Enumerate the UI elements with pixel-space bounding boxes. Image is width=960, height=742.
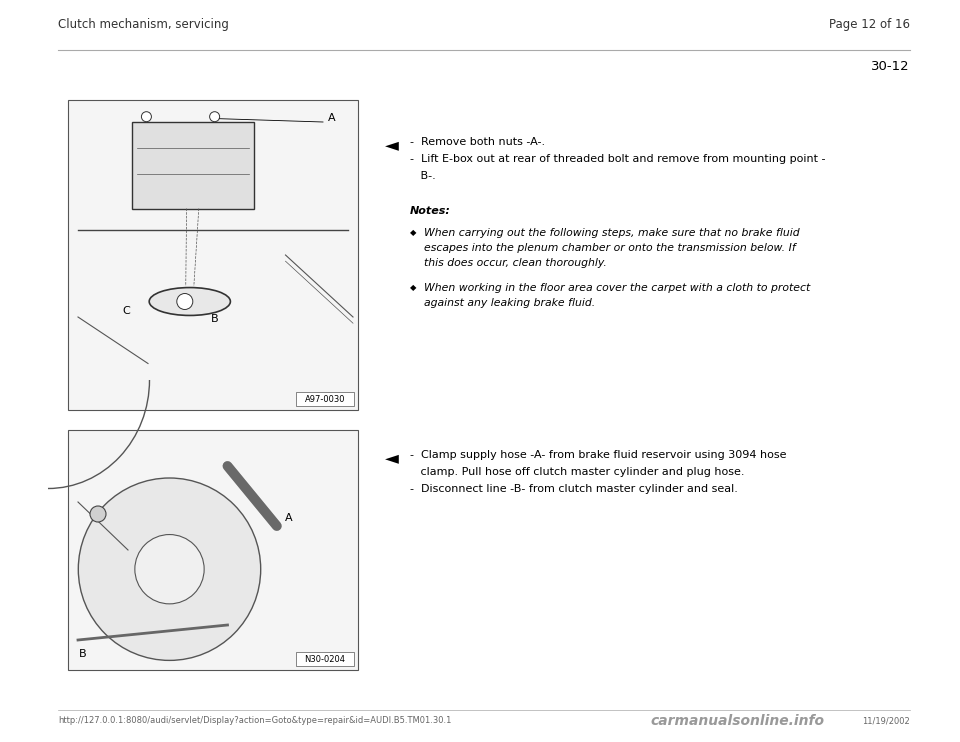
Circle shape [134,534,204,604]
Bar [296,652,354,666]
Text: 30-12: 30-12 [872,60,910,73]
Ellipse shape [149,288,230,315]
Text: -  Disconnect line -B- from clutch master cylinder and seal.: - Disconnect line -B- from clutch master… [410,484,738,494]
Text: B: B [79,649,86,659]
Text: B: B [211,315,219,324]
Text: ◆: ◆ [410,228,417,237]
Text: A: A [285,513,293,523]
Circle shape [141,112,152,122]
Text: Notes:: Notes: [410,206,451,216]
Text: this does occur, clean thoroughly.: this does occur, clean thoroughly. [424,258,607,268]
Bar [68,100,358,410]
Text: A: A [328,113,336,123]
Text: When carrying out the following steps, make sure that no brake fluid: When carrying out the following steps, m… [424,228,800,238]
Text: escapes into the plenum chamber or onto the transmission below. If: escapes into the plenum chamber or onto … [424,243,796,253]
Text: -  Clamp supply hose -A- from brake fluid reservoir using 3094 hose: - Clamp supply hose -A- from brake fluid… [410,450,786,460]
Text: against any leaking brake fluid.: against any leaking brake fluid. [424,298,595,308]
Text: clamp. Pull hose off clutch master cylinder and plug hose.: clamp. Pull hose off clutch master cylin… [410,467,745,477]
Text: carmanualsonline.info: carmanualsonline.info [650,714,824,728]
Text: ◄: ◄ [385,449,399,467]
Text: C: C [122,306,130,317]
Text: 11/19/2002: 11/19/2002 [862,716,910,725]
Text: ◄: ◄ [385,136,399,154]
Text: When working in the floor area cover the carpet with a cloth to protect: When working in the floor area cover the… [424,283,810,293]
Bar [68,430,358,670]
Circle shape [79,478,261,660]
Text: ◆: ◆ [410,283,417,292]
Bar [296,392,354,406]
Text: http://127.0.0.1:8080/audi/servlet/Display?action=Goto&type=repair&id=AUDI.B5.TM: http://127.0.0.1:8080/audi/servlet/Displ… [58,716,451,725]
Text: -  Lift E-box out at rear of threaded bolt and remove from mounting point -: - Lift E-box out at rear of threaded bol… [410,154,826,164]
Text: N30-0204: N30-0204 [304,654,346,663]
Text: Clutch mechanism, servicing: Clutch mechanism, servicing [58,18,228,31]
Bar [132,122,253,209]
Circle shape [90,506,106,522]
Text: A97-0030: A97-0030 [304,395,346,404]
Text: B-.: B-. [410,171,436,181]
Text: -  Remove both nuts -A-.: - Remove both nuts -A-. [410,137,545,147]
Circle shape [177,294,193,309]
Circle shape [209,112,220,122]
Text: Page 12 of 16: Page 12 of 16 [829,18,910,31]
